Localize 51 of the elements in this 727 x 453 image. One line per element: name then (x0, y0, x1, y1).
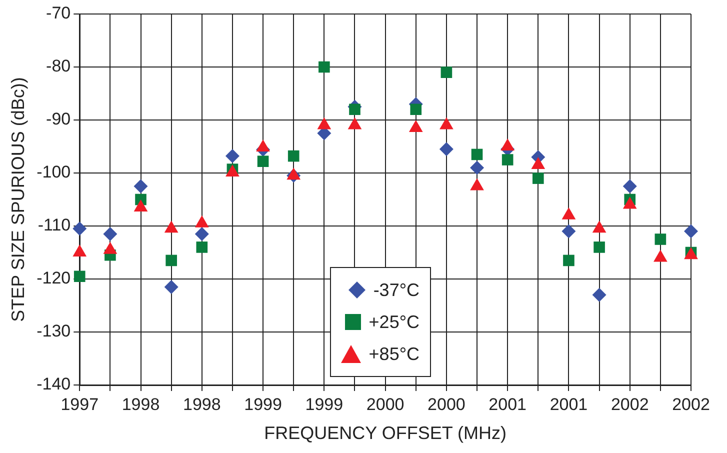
point (164, 280, 178, 294)
y-tick-label: -110 (38, 216, 71, 235)
point (563, 254, 574, 266)
point (288, 150, 300, 162)
x-tick-label: 1999 (305, 394, 344, 414)
point (72, 222, 87, 236)
y-tick-label: -130 (36, 322, 71, 341)
point (470, 160, 484, 175)
point (134, 179, 148, 194)
point (196, 242, 208, 253)
point (439, 142, 454, 156)
point (225, 149, 240, 164)
x-tick-label: 2000 (366, 394, 404, 414)
x-tick-label: 2002 (672, 394, 710, 414)
point (622, 179, 637, 194)
x-tick-label: 1997 (60, 394, 99, 414)
x-tick-label: 2000 (428, 394, 466, 414)
y-axis-title: STEP SIZE SPURIOUS (dBc)) (8, 77, 28, 322)
point (318, 61, 330, 73)
point (562, 224, 576, 238)
legend-label: -37°C (373, 280, 420, 300)
x-tick-label: 1998 (182, 394, 221, 414)
x-tick-label: 1999 (244, 394, 282, 414)
y-tick-label: -70 (46, 4, 71, 23)
point (349, 104, 360, 116)
point (103, 226, 118, 241)
y-tick-label: -80 (46, 56, 71, 76)
point (594, 242, 605, 253)
point (410, 104, 422, 116)
x-axis-title: FREQUENCY OFFSET (MHz) (264, 423, 506, 444)
x-tick-label: 2002 (610, 394, 649, 414)
y-tick-label: -90 (46, 110, 71, 129)
legend-label: +25°C (368, 312, 420, 332)
legend-label: +85°C (368, 344, 420, 364)
point (471, 148, 483, 160)
y-tick-label: -100 (36, 162, 71, 182)
point (654, 234, 666, 245)
point (532, 172, 544, 184)
point (257, 156, 269, 167)
point (684, 224, 698, 238)
point (592, 288, 606, 302)
y-tick-label: -140 (36, 374, 71, 394)
y-tick-label: -120 (36, 268, 71, 288)
x-tick-label: 2001 (550, 394, 588, 414)
point (194, 226, 209, 241)
point (502, 154, 514, 166)
point (166, 254, 177, 266)
point (440, 66, 452, 78)
x-tick-label: 1998 (122, 394, 160, 414)
x-tick-label: 2001 (488, 394, 526, 414)
point (74, 270, 86, 282)
